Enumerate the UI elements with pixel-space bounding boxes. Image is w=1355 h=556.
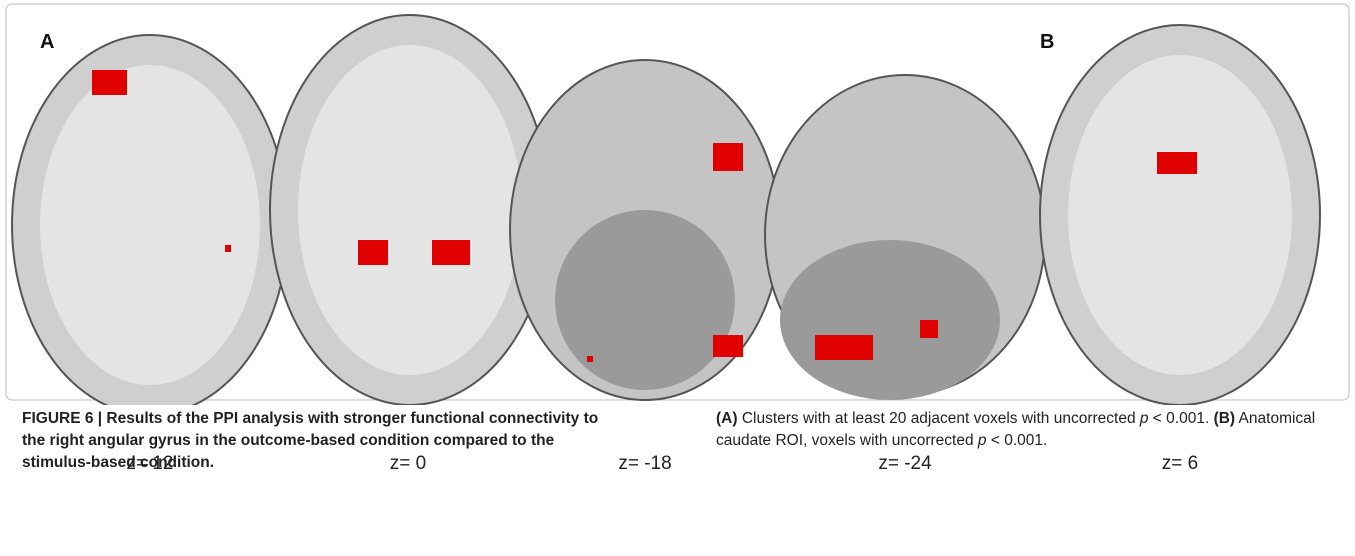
white-matter bbox=[40, 65, 260, 385]
caption-part: p bbox=[977, 432, 987, 449]
white-matter bbox=[1068, 55, 1292, 375]
slice-label: z= -18 bbox=[618, 453, 671, 474]
caption-part: (B) bbox=[1213, 410, 1236, 427]
caption-part: (A) bbox=[716, 410, 738, 427]
caption-right: (A) Clusters with at least 20 adjacent v… bbox=[716, 408, 1316, 452]
cluster bbox=[713, 143, 743, 171]
caption-part: Anatomical caudate ROI, voxels with unco… bbox=[716, 410, 1316, 449]
caption-part: < 0.001. bbox=[1148, 410, 1214, 427]
panel-label: A bbox=[40, 31, 54, 53]
slice-label: z= 12 bbox=[126, 453, 173, 474]
cerebellum bbox=[555, 210, 735, 390]
cluster bbox=[92, 70, 127, 95]
brain-slices bbox=[11, 14, 1321, 405]
caption-part: < 0.001. bbox=[986, 432, 1048, 449]
caption-left: FIGURE 6 | Results of the PPI analysis w… bbox=[22, 410, 599, 471]
cluster bbox=[432, 240, 470, 265]
cluster bbox=[713, 335, 743, 357]
slice-label: z= 0 bbox=[390, 453, 426, 474]
panel-label: B bbox=[1040, 31, 1054, 53]
cluster bbox=[225, 245, 231, 252]
clusters bbox=[92, 70, 1197, 362]
cerebellum bbox=[780, 240, 1000, 400]
figure-panel: A B bbox=[5, 3, 1350, 405]
caption-part: p bbox=[1139, 410, 1149, 427]
cluster bbox=[587, 356, 593, 362]
slice-label: z= 6 bbox=[1162, 453, 1198, 474]
white-matter bbox=[298, 45, 522, 375]
slice-labels: z= 12 z= 0 z= -18 z= -24 z= 6 bbox=[126, 453, 1198, 474]
cluster bbox=[920, 320, 938, 338]
cluster bbox=[1157, 152, 1197, 174]
cluster bbox=[815, 335, 873, 360]
caption-part: Clusters with at least 20 adjacent voxel… bbox=[737, 410, 1140, 427]
cluster bbox=[358, 240, 388, 265]
slice-label: z= -24 bbox=[878, 453, 932, 474]
